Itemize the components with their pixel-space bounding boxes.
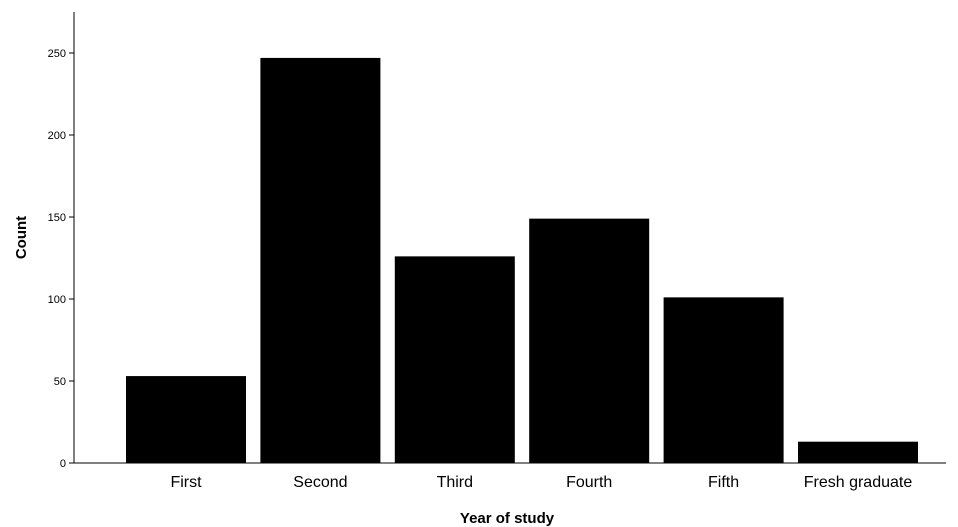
y-tick-label: 250	[48, 48, 66, 60]
x-axis-tick-labels: First Second Third Fourth Fifth Fresh graduat…	[170, 474, 912, 491]
y-axis-title: Count	[13, 216, 30, 259]
y-tick-label: 0	[60, 458, 66, 470]
bar-first	[126, 376, 246, 463]
bar-third	[394, 256, 515, 463]
bar-fresh-graduate	[798, 441, 918, 463]
x-tick-label: Second	[293, 474, 347, 491]
x-axis-title: Year of study	[460, 510, 555, 527]
x-tick-label: First	[170, 474, 202, 491]
x-tick-label: Fresh graduate	[804, 474, 913, 491]
x-tick-label: Third	[437, 474, 473, 491]
bars	[126, 57, 918, 464]
bar-fifth	[663, 297, 784, 463]
y-tick-label: 200	[48, 130, 66, 142]
y-tick-label: 100	[48, 294, 66, 306]
bar-second	[260, 57, 381, 464]
x-tick-label: Fifth	[708, 474, 739, 491]
bar-fourth	[529, 218, 650, 463]
x-tick-label: Fourth	[566, 474, 612, 491]
y-axis-ticks: 0 50 100 150 200 250	[48, 48, 74, 470]
y-tick-label: 150	[48, 212, 66, 224]
y-tick-label: 50	[54, 376, 66, 388]
